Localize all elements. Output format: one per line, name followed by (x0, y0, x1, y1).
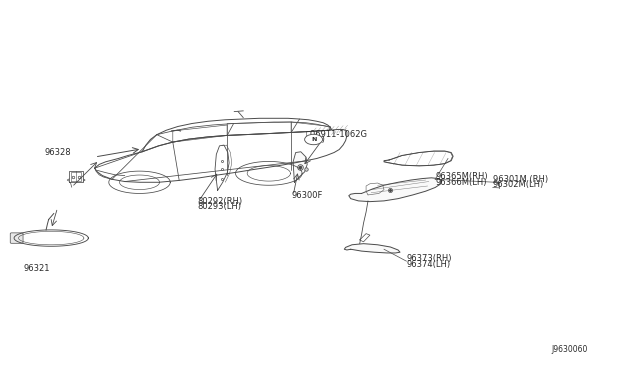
Text: N: N (311, 137, 316, 142)
FancyBboxPatch shape (10, 233, 23, 243)
Polygon shape (344, 244, 400, 253)
Text: 96302M(LH): 96302M(LH) (493, 180, 544, 189)
Text: J9630060: J9630060 (552, 344, 588, 353)
Text: 96301M (RH): 96301M (RH) (493, 175, 548, 184)
Text: 96366M(LH): 96366M(LH) (435, 177, 486, 186)
Text: (3): (3) (314, 135, 326, 144)
Text: 96373(RH): 96373(RH) (406, 254, 452, 263)
Polygon shape (293, 152, 307, 182)
Polygon shape (349, 178, 442, 202)
Text: 96328: 96328 (44, 148, 71, 157)
Circle shape (305, 134, 323, 145)
Text: 80292(RH): 80292(RH) (197, 197, 243, 206)
Text: 96300F: 96300F (291, 191, 323, 200)
Text: 06911-1062G: 06911-1062G (306, 129, 368, 138)
Text: 96365M(RH): 96365M(RH) (435, 172, 488, 181)
Text: 96321: 96321 (24, 264, 51, 273)
Text: 96374(LH): 96374(LH) (406, 260, 451, 269)
Text: 80293(LH): 80293(LH) (197, 202, 241, 211)
